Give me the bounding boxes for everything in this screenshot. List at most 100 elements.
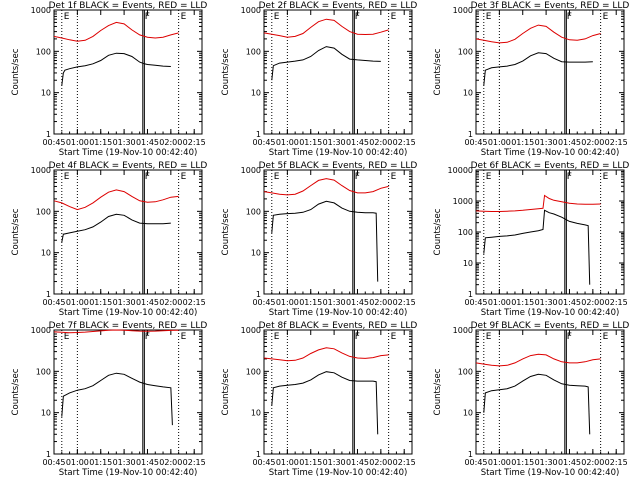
x-tick-label: 02:15 bbox=[605, 298, 628, 307]
marker-label: F bbox=[567, 172, 572, 182]
x-tick-label: 01:15 bbox=[511, 138, 534, 147]
marker-label: E bbox=[274, 12, 280, 22]
y-tick-label: 100 bbox=[246, 367, 261, 376]
plot-frame bbox=[475, 169, 625, 295]
panel-title: Det 9f BLACK = Events, RED = LLD bbox=[471, 321, 630, 331]
x-tick-label: 01:00 bbox=[276, 298, 299, 307]
y-tick-label: 10 bbox=[463, 89, 473, 98]
y-tick-label: 1000 bbox=[453, 197, 473, 206]
marker-label: E bbox=[603, 12, 609, 22]
y-tick-label: 1 bbox=[256, 290, 261, 299]
y-tick-label: 100 bbox=[458, 367, 473, 376]
y-axis-label: Counts/sec bbox=[11, 208, 21, 255]
x-axis-label: Start Time (19-Nov-10 00:42:40) bbox=[481, 308, 620, 318]
x-tick-label: 01:30 bbox=[323, 138, 346, 147]
y-tick-label: 100 bbox=[458, 228, 473, 237]
x-tick-label: 01:30 bbox=[323, 458, 346, 467]
x-tick-label: 01:15 bbox=[299, 458, 322, 467]
x-tick-label: 01:45 bbox=[136, 138, 159, 147]
x-tick-label: 00:45 bbox=[464, 458, 487, 467]
x-tick-label: 01:30 bbox=[535, 298, 558, 307]
series-events bbox=[483, 52, 593, 86]
y-tick-label: 1000 bbox=[453, 326, 473, 335]
y-axis-label: Counts/sec bbox=[11, 48, 21, 95]
panel-title: Det 5f BLACK = Events, RED = LLD bbox=[259, 161, 418, 171]
plot-frame bbox=[263, 9, 413, 135]
x-tick-label: 02:00 bbox=[159, 458, 182, 467]
x-tick-label: 01:45 bbox=[346, 138, 369, 147]
marker-label: F bbox=[567, 12, 572, 22]
x-tick-label: 02:15 bbox=[393, 298, 416, 307]
x-tick-label: 02:15 bbox=[183, 458, 206, 467]
x-tick-label: 02:00 bbox=[581, 458, 604, 467]
y-tick-label: 1000 bbox=[31, 166, 51, 175]
x-tick-label: 01:30 bbox=[113, 138, 136, 147]
marker-label: E bbox=[64, 172, 70, 182]
marker-label: E bbox=[603, 332, 609, 342]
x-tick-label: 01:00 bbox=[276, 138, 299, 147]
panel-title: Det 2f BLACK = Events, RED = LLD bbox=[259, 1, 418, 11]
x-tick-label: 01:30 bbox=[535, 138, 558, 147]
x-tick-label: 02:00 bbox=[369, 298, 392, 307]
y-tick-label: 10 bbox=[251, 89, 261, 98]
series-lld bbox=[263, 178, 389, 196]
series-events bbox=[61, 372, 173, 426]
x-tick-label: 01:30 bbox=[113, 298, 136, 307]
x-tick-label: 02:15 bbox=[605, 458, 628, 467]
marker-label: F bbox=[567, 332, 572, 342]
x-tick-label: 01:45 bbox=[558, 138, 581, 147]
series-lld bbox=[53, 329, 179, 334]
x-tick-label: 01:30 bbox=[535, 458, 558, 467]
y-tick-label: 10000 bbox=[448, 166, 473, 175]
x-tick-label: 01:15 bbox=[299, 298, 322, 307]
panel-title: Det 1f BLACK = Events, RED = LLD bbox=[49, 1, 208, 11]
y-tick-label: 10 bbox=[251, 249, 261, 258]
series-lld bbox=[475, 194, 601, 212]
x-tick-label: 01:00 bbox=[488, 138, 511, 147]
marker-label: F bbox=[355, 12, 360, 22]
x-tick-label: 00:45 bbox=[252, 138, 275, 147]
series-events bbox=[271, 371, 379, 435]
marker-label: E bbox=[486, 172, 492, 182]
y-tick-label: 10 bbox=[41, 249, 51, 258]
series-lld bbox=[475, 24, 601, 44]
y-tick-label: 1000 bbox=[241, 326, 261, 335]
x-tick-label: 01:00 bbox=[66, 138, 89, 147]
marker-label: E bbox=[181, 172, 187, 182]
y-tick-label: 10 bbox=[463, 259, 473, 268]
panel-title: Det 6f BLACK = Events, RED = LLD bbox=[471, 161, 630, 171]
plot-frame bbox=[53, 9, 203, 135]
x-tick-label: 01:00 bbox=[488, 298, 511, 307]
x-axis-label: Start Time (19-Nov-10 00:42:40) bbox=[59, 148, 198, 158]
y-tick-label: 100 bbox=[36, 47, 51, 56]
x-tick-label: 01:15 bbox=[89, 138, 112, 147]
y-tick-label: 1000 bbox=[31, 326, 51, 335]
x-axis-label: Start Time (19-Nov-10 00:42:40) bbox=[269, 308, 408, 318]
y-tick-label: 1000 bbox=[241, 166, 261, 175]
marker-label: E bbox=[486, 332, 492, 342]
y-tick-label: 1000 bbox=[241, 6, 261, 15]
x-tick-label: 02:15 bbox=[183, 138, 206, 147]
x-tick-label: 02:15 bbox=[393, 458, 416, 467]
series-events bbox=[61, 213, 171, 243]
x-tick-label: 02:00 bbox=[159, 298, 182, 307]
marker-label: F bbox=[355, 332, 360, 342]
y-axis-label: Counts/sec bbox=[433, 208, 443, 255]
series-events bbox=[271, 46, 381, 81]
y-tick-label: 1 bbox=[468, 290, 473, 299]
plot-frame bbox=[263, 329, 413, 455]
x-axis-label: Start Time (19-Nov-10 00:42:40) bbox=[269, 468, 408, 478]
x-tick-label: 02:15 bbox=[605, 138, 628, 147]
marker-label: F bbox=[145, 172, 150, 182]
y-axis-label: Counts/sec bbox=[433, 368, 443, 415]
series-lld bbox=[53, 21, 179, 42]
marker-label: E bbox=[274, 172, 280, 182]
series-lld bbox=[263, 347, 389, 362]
x-tick-label: 02:15 bbox=[393, 138, 416, 147]
y-axis-label: Counts/sec bbox=[221, 208, 231, 255]
